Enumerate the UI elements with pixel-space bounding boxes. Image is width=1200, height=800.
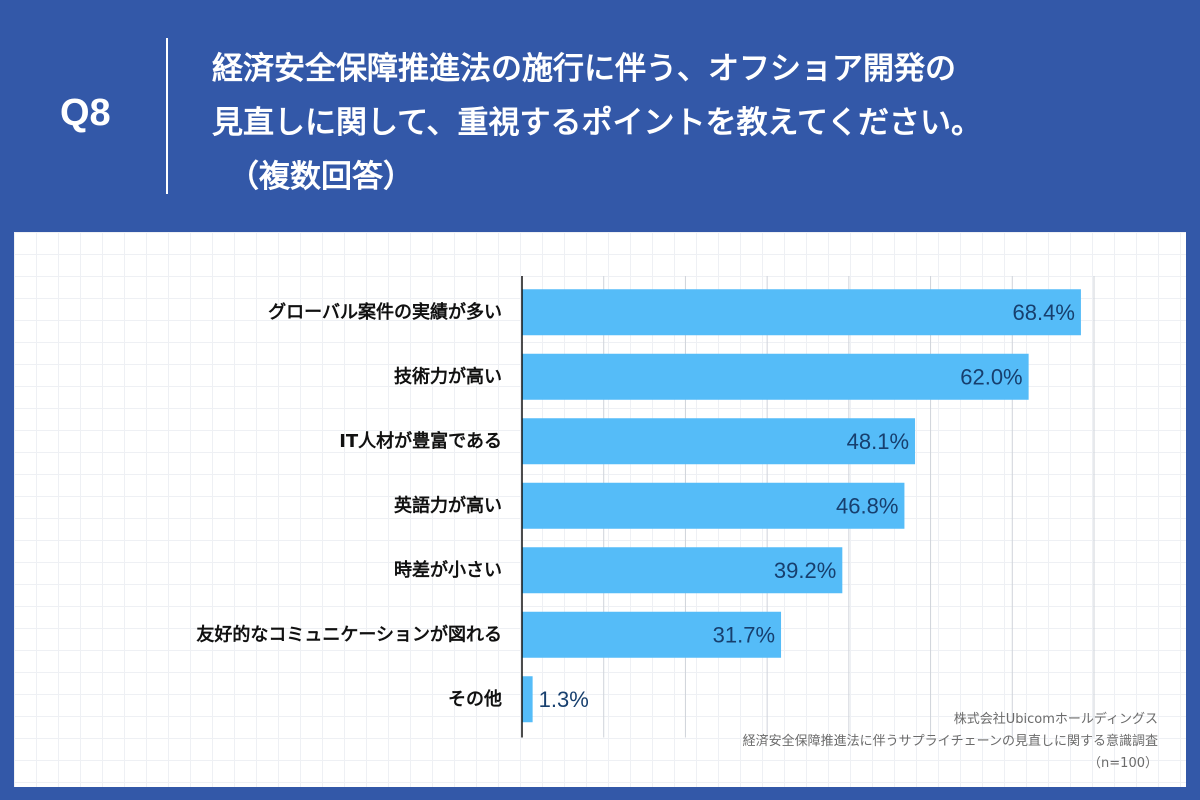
question-line-1: 経済安全保障推進法の施行に伴う、オフショア開発の [212,51,956,87]
header-divider [166,38,168,194]
category-label: 英語力が高い [393,494,502,516]
header: Q8 経済安全保障推進法の施行に伴う、オフショア開発の 見直しに関して、重視する… [0,0,1200,232]
question-line-2: 見直しに関して、重視するポイントを教えてください。 [212,105,983,141]
category-label: グローバル案件の実績が多い [268,301,502,323]
category-label: その他 [448,688,502,710]
bar [522,547,843,594]
category-label: 友好的なコミュニケーションが図れる [196,623,502,645]
value-label: 46.8% [836,493,898,518]
category-label: 技術力が高い [394,365,502,387]
bar [522,676,533,723]
value-label: 62.0% [960,364,1022,389]
question-text: 経済安全保障推進法の施行に伴う、オフショア開発の 見直しに関して、重視するポイン… [212,42,1172,204]
question-line-3: （複数回答） [228,159,414,195]
value-label: 1.3% [539,687,589,712]
value-label: 39.2% [774,558,836,583]
bar [522,482,905,529]
value-label: 48.1% [847,429,909,454]
question-number: Q8 [60,92,111,134]
bar [522,289,1081,336]
source-sample-size: （n=100） [1088,756,1158,771]
category-label: 時差が小さい [394,559,502,581]
value-label: 68.4% [1013,300,1075,325]
bar [522,353,1029,400]
source-survey-title: 経済安全保障推進法に伴うサプライチェーンの見直しに関する意識調査 [742,734,1158,749]
chart-panel: グローバル案件の実績が多い 68.4% 技術力が高い 62.0% IT人材が豊富である 4… [14,232,1186,787]
bar [522,611,782,658]
category-label: IT人材が豊富である [339,430,502,452]
value-label: 31.7% [713,622,775,647]
source-company: 株式会社Ubicomホールディングス [953,712,1158,727]
source-note: 株式会社Ubicomホールディングス 経済安全保障推進法に伴うサプライチェーンの… [743,709,1158,775]
bar-chart: グローバル案件の実績が多い 68.4% 技術力が高い 62.0% IT人材が豊富である 4… [196,276,1095,738]
bar [522,418,916,465]
